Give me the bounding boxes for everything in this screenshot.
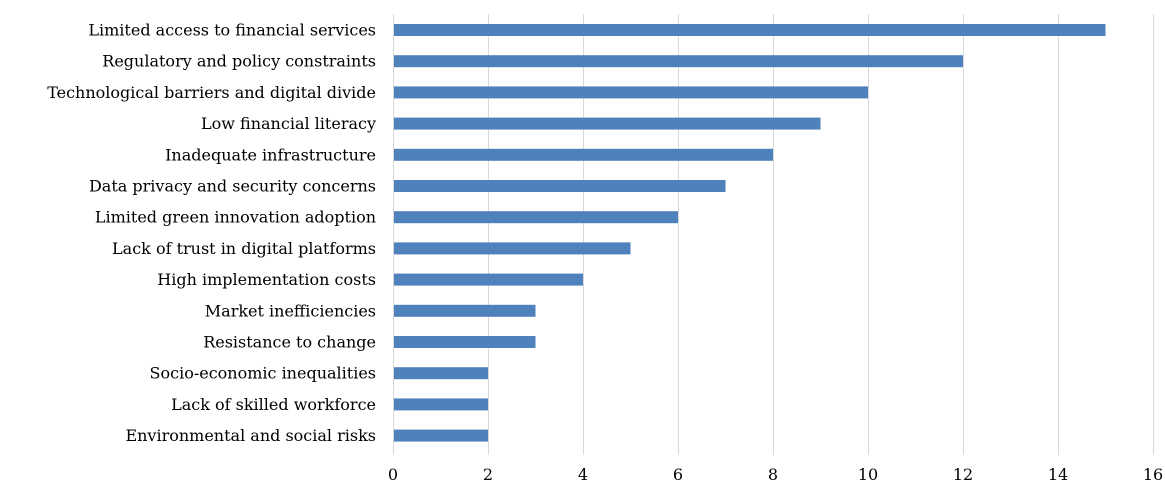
x-tick-label: 2	[483, 465, 493, 484]
category-label: Low financial literacy	[201, 114, 376, 133]
category-label: Lack of skilled workforce	[171, 395, 376, 414]
bar	[394, 273, 583, 286]
x-tick-label: 14	[1048, 465, 1068, 484]
bar	[394, 148, 773, 161]
x-tick-label: 16	[1143, 465, 1163, 484]
category-labels: Limited access to financial services Regu…	[47, 21, 376, 446]
bar	[394, 180, 726, 192]
category-label: Socio-economic inequalities	[150, 364, 376, 383]
x-axis-tick-labels: 0 2 4 6 8 10 12 14 16	[388, 465, 1163, 484]
x-tick-label: 6	[673, 465, 683, 484]
category-label: Environmental and social risks	[125, 426, 376, 445]
category-label: Inadequate infrastructure	[165, 145, 376, 164]
category-label: Regulatory and policy constraints	[102, 52, 376, 71]
x-tick-label: 12	[953, 465, 973, 484]
gridlines	[393, 14, 1154, 455]
category-label: Market inefficiencies	[205, 301, 376, 320]
x-tick-label: 0	[388, 465, 398, 484]
category-label: High implementation costs	[157, 270, 376, 289]
bar	[394, 336, 536, 348]
category-label: Data privacy and security concerns	[89, 177, 376, 196]
bar	[394, 211, 678, 224]
bar	[394, 55, 963, 68]
bar	[394, 398, 488, 411]
bar	[394, 429, 488, 442]
category-label: Limited green innovation adoption	[95, 208, 376, 227]
bar	[394, 86, 868, 99]
bar	[394, 367, 488, 380]
x-tick-label: 8	[768, 465, 778, 484]
bar	[394, 117, 821, 130]
bar	[394, 24, 1106, 36]
bar	[394, 304, 536, 317]
bar	[394, 242, 631, 255]
bars	[394, 24, 1106, 442]
category-label: Limited access to financial services	[88, 21, 376, 40]
category-label: Technological barriers and digital divid…	[47, 83, 376, 102]
x-tick-label: 4	[578, 465, 588, 484]
x-tick-label: 10	[858, 465, 878, 484]
category-label: Lack of trust in digital platforms	[112, 239, 376, 258]
category-label: Resistance to change	[203, 333, 376, 352]
